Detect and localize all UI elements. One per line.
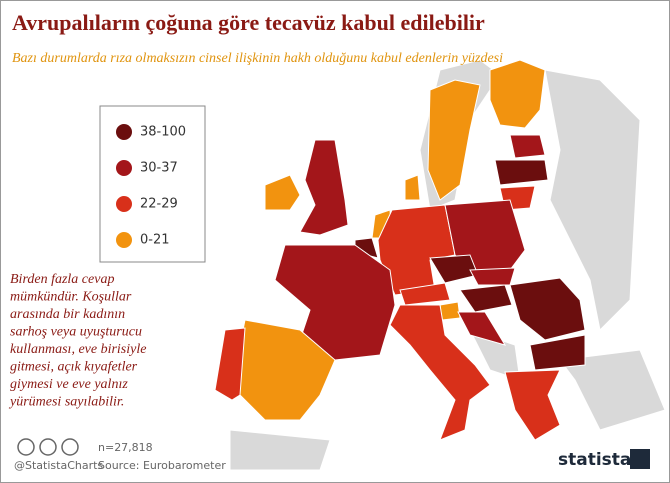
subtitle: Bazı durumlarda rıza olmaksızın cinsel i… [12,51,503,66]
note-line: Birden fazla cevap [10,272,114,287]
legend-label: 22-29 [140,197,178,212]
note-line: kullanması, eve birisiyle [10,342,146,357]
country [494,159,549,186]
map [214,59,666,471]
country [459,284,513,313]
country [529,334,586,371]
note-line: yürümesi sayılabilir. [8,395,124,410]
note-line: giymesi ve eve yalnız [10,377,128,392]
title: Avrupalıların çoğuna göre tecavüz kabul … [12,10,485,35]
license: @StatistaCharts [14,459,103,472]
country [299,139,349,236]
legend-swatch [116,196,132,212]
country [274,244,396,361]
legend-label: 38-100 [140,125,186,140]
legend-swatch [116,124,132,140]
country [404,174,421,201]
brand-logo [630,449,650,469]
legend-label: 30-37 [140,161,178,176]
country [509,134,546,159]
country [489,59,546,129]
license-icon [61,438,79,456]
brand: statista [558,450,631,470]
license-icon [17,438,35,456]
country [389,304,491,441]
legend-swatch [116,232,132,248]
land [544,69,641,332]
legend: 38-100 30-37 22-29 0-21 [116,124,186,248]
note-line: arasında bir kadının [10,307,125,322]
land [559,349,666,431]
land [229,429,331,471]
country [427,79,481,201]
note-line: mümkündür. Koşullar [10,290,132,305]
license-icon [39,438,57,456]
country [457,311,507,346]
country [509,277,586,341]
country [504,369,561,441]
legend-label: 0-21 [140,233,170,248]
note-line: gitmesi, açık kıyafetler [10,360,138,375]
country [399,282,451,306]
note: Birden fazla cevap mümkündür. Koşullar ara… [8,272,146,410]
footer: @StatistaCharts n=27,818 Source: Eurobar… [14,438,650,472]
country [439,301,461,321]
source: Source: Eurobarometer [98,459,226,472]
sample: n=27,818 [98,441,153,454]
country [469,267,516,286]
country [264,174,301,211]
country [214,327,246,401]
legend-swatch [116,160,132,176]
note-line: sarhoş veya uyuşturucu [10,325,142,340]
